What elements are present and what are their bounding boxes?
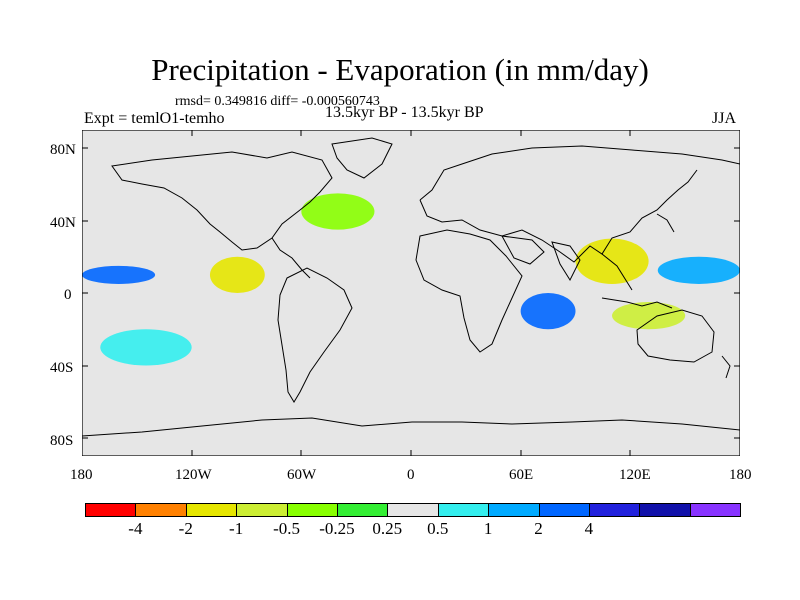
colorbar-box	[538, 503, 590, 517]
field-anomaly	[209, 256, 265, 293]
colorbar-box	[286, 503, 338, 517]
y-tick-label: 80S	[50, 433, 74, 449]
period-label: 13.5kyr BP - 13.5kyr BP	[325, 104, 484, 121]
colorbar-label: -4	[128, 519, 143, 538]
x-tick-label: 0	[407, 467, 415, 483]
field-shading	[82, 193, 740, 366]
experiment-label: Expt = temlO1-temho	[84, 110, 225, 127]
season-label: JJA	[712, 110, 737, 127]
colorbar-box	[387, 503, 439, 517]
colorbar-box	[588, 503, 641, 517]
colorbar-box	[639, 503, 691, 517]
colorbar	[85, 503, 742, 517]
field-anomaly	[612, 302, 686, 330]
x-tick-label: 60W	[287, 467, 317, 483]
x-tick-label: 180	[729, 467, 752, 483]
field-anomaly	[82, 265, 156, 284]
colorbar-box	[135, 503, 187, 517]
map-background	[82, 130, 740, 456]
field-anomaly	[575, 238, 649, 284]
colorbar-label: 1	[483, 519, 493, 538]
colorbar-label: -1	[229, 519, 244, 538]
axis-ticks	[82, 130, 740, 456]
field-anomaly	[100, 329, 192, 366]
field-anomaly	[657, 256, 740, 284]
x-tick-label: 120E	[619, 467, 651, 483]
coastlines	[82, 137, 740, 437]
colorbar-label: 2	[534, 519, 543, 538]
colorbar-box	[336, 503, 389, 517]
field-anomaly	[520, 293, 576, 330]
map-plot	[82, 130, 740, 456]
colorbar-box	[85, 503, 137, 517]
field-anomaly	[301, 193, 375, 230]
x-tick-label: 120W	[175, 467, 212, 483]
colorbar-box	[437, 503, 490, 517]
stats-text: rmsd= 0.349816 diff= -0.000560743	[175, 94, 380, 109]
y-tick-label: 80N	[50, 142, 76, 158]
colorbar-box	[689, 503, 742, 517]
colorbar-label: -0.5	[273, 519, 300, 538]
y-tick-label: 0	[64, 287, 72, 303]
colorbar-label: -2	[178, 519, 193, 538]
colorbar-label: 0.5	[427, 519, 449, 538]
x-tick-label: 180	[70, 467, 93, 483]
colorbar-label: 0.25	[372, 519, 403, 538]
y-tick-label: 40N	[50, 215, 76, 231]
colorbar-label: -0.25	[319, 519, 355, 538]
colorbar-box	[185, 503, 238, 517]
colorbar-box	[488, 503, 540, 517]
colorbar-box	[236, 503, 288, 517]
x-tick-label: 60E	[509, 467, 534, 483]
y-tick-label: 40S	[50, 360, 74, 376]
colorbar-label: 4	[584, 519, 594, 538]
plot-title: Precipitation - Evaporation (in mm/day)	[151, 52, 649, 87]
